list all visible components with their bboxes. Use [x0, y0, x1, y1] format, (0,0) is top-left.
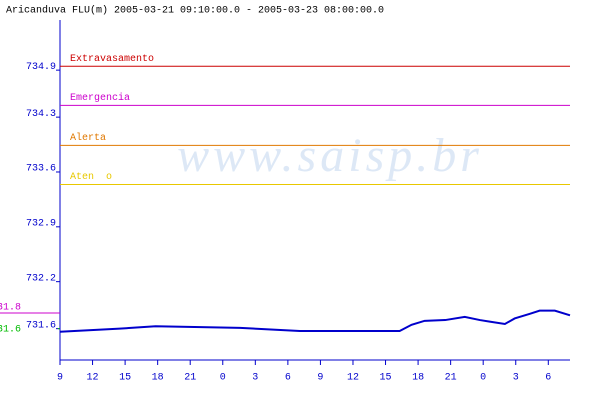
x-tick-label: 6 — [285, 373, 291, 384]
x-tick-label: 6 — [545, 373, 551, 384]
chart-title: Aricanduva FLU(m) 2005-03-21 09:10:00.0 … — [6, 5, 384, 17]
x-tick-label: 3 — [252, 373, 258, 384]
x-tick-label: 18 — [412, 373, 424, 384]
x-tick-label: 15 — [119, 373, 131, 384]
y-tick-label: 732.9 — [26, 218, 56, 229]
level-marker-label: 31.6 — [0, 324, 21, 335]
x-tick-label: 21 — [445, 373, 457, 384]
x-tick-label: 9 — [317, 373, 323, 384]
y-tick-label: 733.6 — [26, 164, 56, 175]
data-line — [59, 309, 571, 333]
y-tick-label: 734.9 — [26, 62, 56, 73]
level-marker-label: 31.8 — [0, 303, 21, 314]
threshold-label: Extravasamento — [70, 54, 154, 65]
y-tick-label: 731.6 — [26, 320, 56, 331]
x-tick-label: 3 — [513, 373, 519, 384]
x-tick-label: 15 — [380, 373, 392, 384]
x-tick-label: 9 — [57, 373, 63, 384]
x-tick-label: 12 — [87, 373, 99, 384]
watermark: www.saisp.br — [177, 129, 483, 182]
x-tick-label: 21 — [184, 373, 196, 384]
threshold-label: Emergencia — [70, 92, 130, 104]
x-tick-label: 12 — [347, 373, 359, 384]
threshold-label: Aten o — [70, 172, 112, 183]
x-tick-label: 0 — [220, 373, 226, 384]
y-tick-label: 734.3 — [26, 109, 56, 120]
y-tick-label: 732.2 — [26, 273, 56, 284]
threshold-label: Alerta — [70, 132, 106, 144]
x-tick-label: 18 — [152, 373, 164, 384]
x-tick-label: 0 — [480, 373, 486, 384]
